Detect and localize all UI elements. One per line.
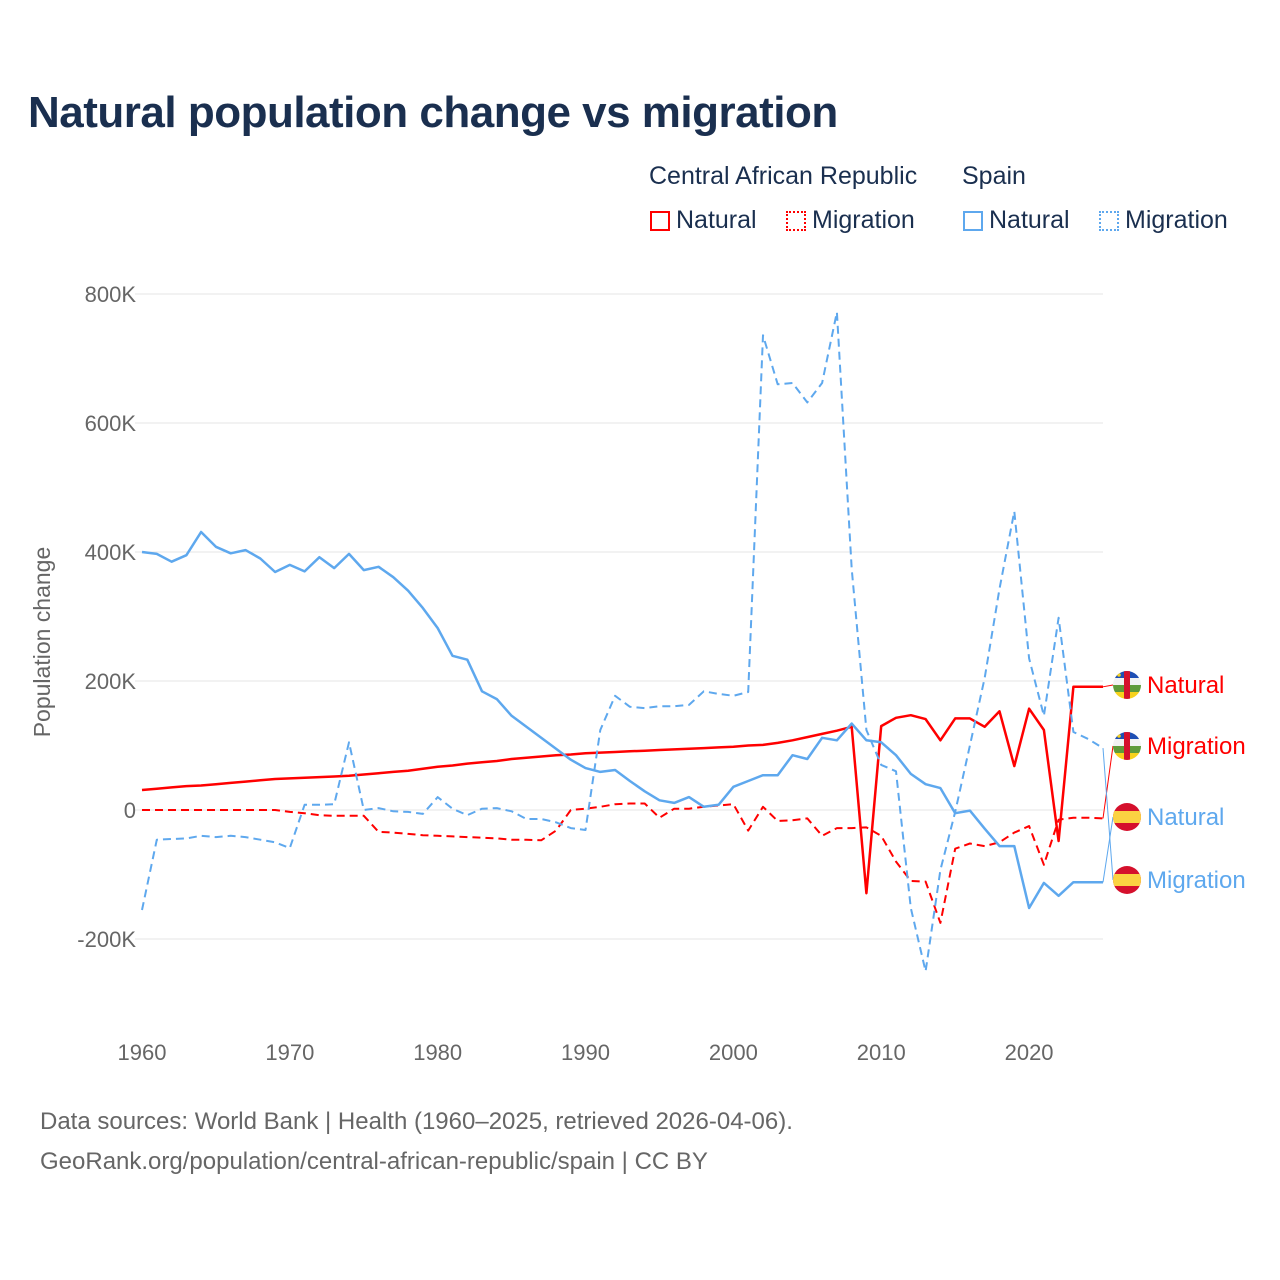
legend-group-car: Central African Republic [649, 162, 918, 190]
legend-item-car-migration[interactable]: Migration [786, 206, 915, 235]
flag-stripe [1124, 732, 1130, 760]
end-label-connector [1102, 748, 1114, 881]
flag-stripe [1124, 671, 1130, 699]
series-line-spain-migration [141, 311, 1104, 973]
end-label-connector [1102, 684, 1114, 688]
dotted-swatch-icon [786, 210, 806, 231]
x-tick-label: 1980 [413, 1040, 462, 1065]
legend-item-spain-natural[interactable]: Natural [963, 206, 1070, 235]
end-label-connector [1102, 745, 1114, 819]
x-tick-label: 2020 [1005, 1040, 1054, 1065]
flag-stripe [1113, 811, 1141, 823]
series-line-central-african-republic-natural [141, 685, 1103, 895]
legend-item-car-natural[interactable]: Natural [650, 206, 757, 235]
legend-label: Natural [676, 206, 757, 234]
y-tick-label: 400K [85, 540, 137, 565]
car-flag-icon [1113, 671, 1141, 699]
series-line-spain-natural [141, 530, 1103, 910]
end-label-connector [1102, 816, 1114, 883]
solid-swatch-icon [963, 210, 983, 231]
flag-body [1113, 671, 1141, 699]
footer-sources: Data sources: World Bank | Health (1960–… [40, 1108, 793, 1135]
x-tick-label: 1970 [265, 1040, 314, 1065]
legend-group-spain: Spain [962, 162, 1026, 190]
end-label: Natural [1147, 804, 1224, 831]
x-tick-label: 1990 [561, 1040, 610, 1065]
y-tick-label: 800K [85, 282, 137, 307]
legend-item-spain-migration[interactable]: Migration [1099, 206, 1228, 235]
chart-title: Natural population change vs migration [28, 88, 838, 137]
end-label: Natural [1147, 672, 1224, 699]
flag-body [1113, 803, 1141, 831]
series-line-central-african-republic-migration [142, 802, 1104, 924]
y-axis-label: Population change [29, 547, 55, 738]
flag-stripe [1113, 874, 1141, 886]
flag-star [1117, 673, 1121, 677]
end-label: Migration [1147, 867, 1246, 894]
y-tick-label: 0 [124, 798, 136, 823]
y-tick-label: -200K [77, 927, 136, 952]
spain-flag-icon [1113, 803, 1141, 831]
flag-body [1113, 732, 1141, 760]
solid-swatch-icon [650, 210, 670, 231]
footer-link[interactable]: GeoRank.org/population/central-african-r… [40, 1148, 708, 1175]
car-flag-icon [1113, 732, 1141, 760]
flag-star [1117, 734, 1121, 738]
end-label: Migration [1147, 733, 1246, 760]
legend-label: Natural [989, 206, 1070, 234]
y-tick-label: 600K [85, 411, 137, 436]
flag-body [1113, 866, 1141, 894]
spain-flag-icon [1113, 866, 1141, 894]
legend-label: Migration [1125, 206, 1228, 234]
y-tick-label: 200K [85, 669, 137, 694]
x-tick-label: 1960 [118, 1040, 167, 1065]
x-tick-label: 2010 [857, 1040, 906, 1065]
dotted-swatch-icon [1099, 210, 1119, 231]
x-tick-label: 2000 [709, 1040, 758, 1065]
legend-label: Migration [812, 206, 915, 234]
